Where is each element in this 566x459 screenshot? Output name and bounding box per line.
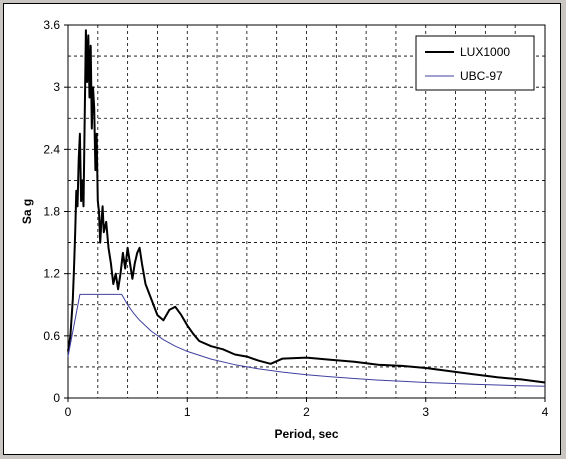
legend-box [415,35,535,91]
y-axis-label: Sa g [20,199,34,224]
x-axis-label: Period, sec [274,427,338,441]
y-tick-label: 0 [53,391,60,405]
y-tick-label: 1.8 [43,205,60,219]
line-chart: 0 1 2 3 4 0 0.6 1.2 1.8 2.4 3 3.6 Period, sec Sa g… [20,18,549,441]
x-tick-label: 2 [303,405,310,419]
x-tick-label: 3 [422,405,429,419]
chart-frame: 0 1 2 3 4 0 0.6 1.2 1.8 2.4 3 3.6 Period, sec Sa g… [3,3,561,455]
y-tick-label: 3.6 [43,18,60,32]
y-tick-label: 3 [53,80,60,94]
x-tick-label: 4 [542,405,549,419]
legend: LUX1000 UBC-97 [415,35,535,91]
y-axis-tick-labels: 0 0.6 1.2 1.8 2.4 3 3.6 [43,18,68,405]
legend-entry-lux1000: LUX1000 [460,45,510,59]
x-tick-label: 0 [65,405,72,419]
x-axis-tick-labels: 0 1 2 3 4 [65,398,549,419]
y-tick-label: 1.2 [43,267,60,281]
legend-entry-ubc97: UBC-97 [460,69,503,83]
series-line-ubc97 [67,293,546,387]
series-line-lux1000 [67,29,546,384]
series-layer [67,29,546,387]
y-tick-label: 2.4 [43,142,60,156]
y-tick-label: 0.6 [43,329,60,343]
x-tick-label: 1 [184,405,191,419]
